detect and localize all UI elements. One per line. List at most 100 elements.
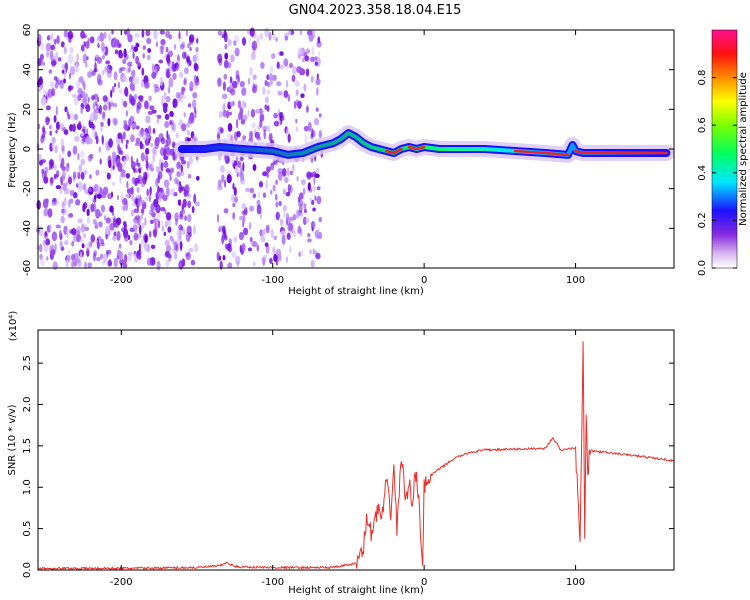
noise-speckle — [80, 158, 86, 166]
noise-speckle — [179, 43, 185, 50]
noise-speckle — [57, 79, 63, 85]
noise-speckle — [185, 29, 188, 37]
noise-speckle — [271, 164, 274, 171]
noise-speckle — [43, 239, 46, 247]
noise-speckle — [124, 30, 128, 35]
noise-speckle — [297, 199, 304, 207]
noise-speckle — [127, 252, 132, 262]
noise-speckle — [89, 174, 92, 179]
noise-speckle — [116, 230, 121, 241]
noise-speckle — [76, 53, 79, 62]
noise-speckle — [146, 188, 149, 196]
noise-speckle — [287, 133, 291, 143]
noise-speckle — [55, 51, 59, 60]
noise-speckle — [188, 247, 194, 253]
noise-speckle — [77, 172, 81, 180]
noise-speckle — [184, 51, 187, 59]
noise-speckle — [39, 53, 44, 61]
noise-speckle — [97, 79, 103, 86]
noise-speckle — [94, 131, 98, 140]
noise-speckle — [121, 173, 126, 178]
noise-speckle — [134, 177, 140, 184]
noise-speckle — [217, 179, 222, 188]
noise-speckle — [151, 71, 157, 79]
noise-speckle — [164, 121, 170, 128]
noise-speckle — [50, 177, 54, 184]
noise-speckle — [276, 81, 282, 87]
noise-speckle — [85, 242, 90, 251]
noise-speckle — [317, 36, 321, 44]
noise-speckle — [100, 41, 105, 52]
noise-speckle — [194, 243, 199, 253]
noise-speckle — [248, 130, 253, 141]
noise-speckle — [108, 259, 112, 266]
noise-speckle — [164, 239, 170, 247]
noise-speckle — [242, 209, 248, 216]
noise-speckle — [259, 109, 264, 115]
noise-speckle — [316, 186, 321, 191]
noise-speckle — [275, 201, 279, 208]
noise-speckle — [144, 81, 150, 89]
noise-speckle — [82, 233, 87, 239]
noise-speckle — [272, 246, 276, 255]
noise-speckle — [309, 249, 312, 255]
noise-speckle — [45, 117, 51, 123]
noise-speckle — [153, 83, 159, 89]
noise-speckle — [74, 96, 79, 106]
noise-speckle — [150, 244, 156, 249]
noise-speckle — [153, 218, 159, 224]
noise-speckle — [124, 86, 129, 97]
noise-speckle — [160, 162, 164, 172]
noise-speckle — [70, 198, 74, 204]
x-tick-label: 0 — [421, 577, 427, 588]
noise-speckle — [174, 212, 179, 222]
noise-speckle — [299, 66, 303, 76]
noise-speckle — [249, 27, 255, 37]
noise-speckle — [193, 224, 196, 235]
noise-speckle — [82, 183, 87, 191]
noise-speckle — [80, 44, 85, 52]
noise-speckle — [315, 167, 320, 175]
snr-y-ticks: 0.0 0.5 1.0 1.5 2.0 2.5 — [22, 355, 674, 578]
noise-speckle — [217, 30, 223, 36]
noise-speckle — [49, 130, 52, 136]
noise-speckle — [191, 206, 195, 214]
noise-speckle — [59, 176, 63, 183]
noise-speckle — [302, 216, 307, 226]
noise-speckle — [88, 242, 91, 252]
noise-speckle — [63, 208, 68, 215]
noise-speckle — [268, 132, 273, 142]
noise-speckle — [106, 172, 111, 180]
noise-speckle — [67, 253, 72, 262]
noise-speckle — [149, 186, 152, 196]
noise-speckle — [247, 77, 251, 85]
noise-speckle — [231, 159, 235, 164]
noise-speckle — [252, 74, 257, 80]
noise-speckle — [37, 35, 43, 42]
noise-speckle — [146, 257, 152, 266]
noise-speckle — [40, 42, 45, 51]
noise-speckle — [141, 222, 145, 229]
noise-speckle — [194, 201, 200, 207]
noise-speckle — [43, 208, 48, 217]
noise-speckle — [273, 120, 280, 127]
noise-speckle — [183, 112, 186, 118]
noise-speckle — [157, 220, 161, 229]
noise-speckle — [64, 106, 68, 113]
noise-speckle — [178, 231, 182, 241]
noise-speckle — [141, 29, 145, 38]
noise-speckle — [79, 150, 85, 159]
noise-speckle — [38, 123, 41, 130]
noise-speckle — [306, 30, 313, 36]
noise-speckle — [94, 57, 97, 62]
noise-speckle — [193, 62, 198, 69]
noise-speckle — [108, 138, 113, 148]
noise-speckle — [294, 80, 300, 87]
noise-speckle — [289, 246, 292, 254]
noise-speckle — [279, 115, 285, 121]
noise-speckle — [289, 170, 294, 176]
noise-speckle — [273, 160, 278, 165]
noise-speckle — [116, 217, 122, 226]
noise-speckle — [67, 30, 73, 40]
noise-speckle — [179, 240, 183, 250]
